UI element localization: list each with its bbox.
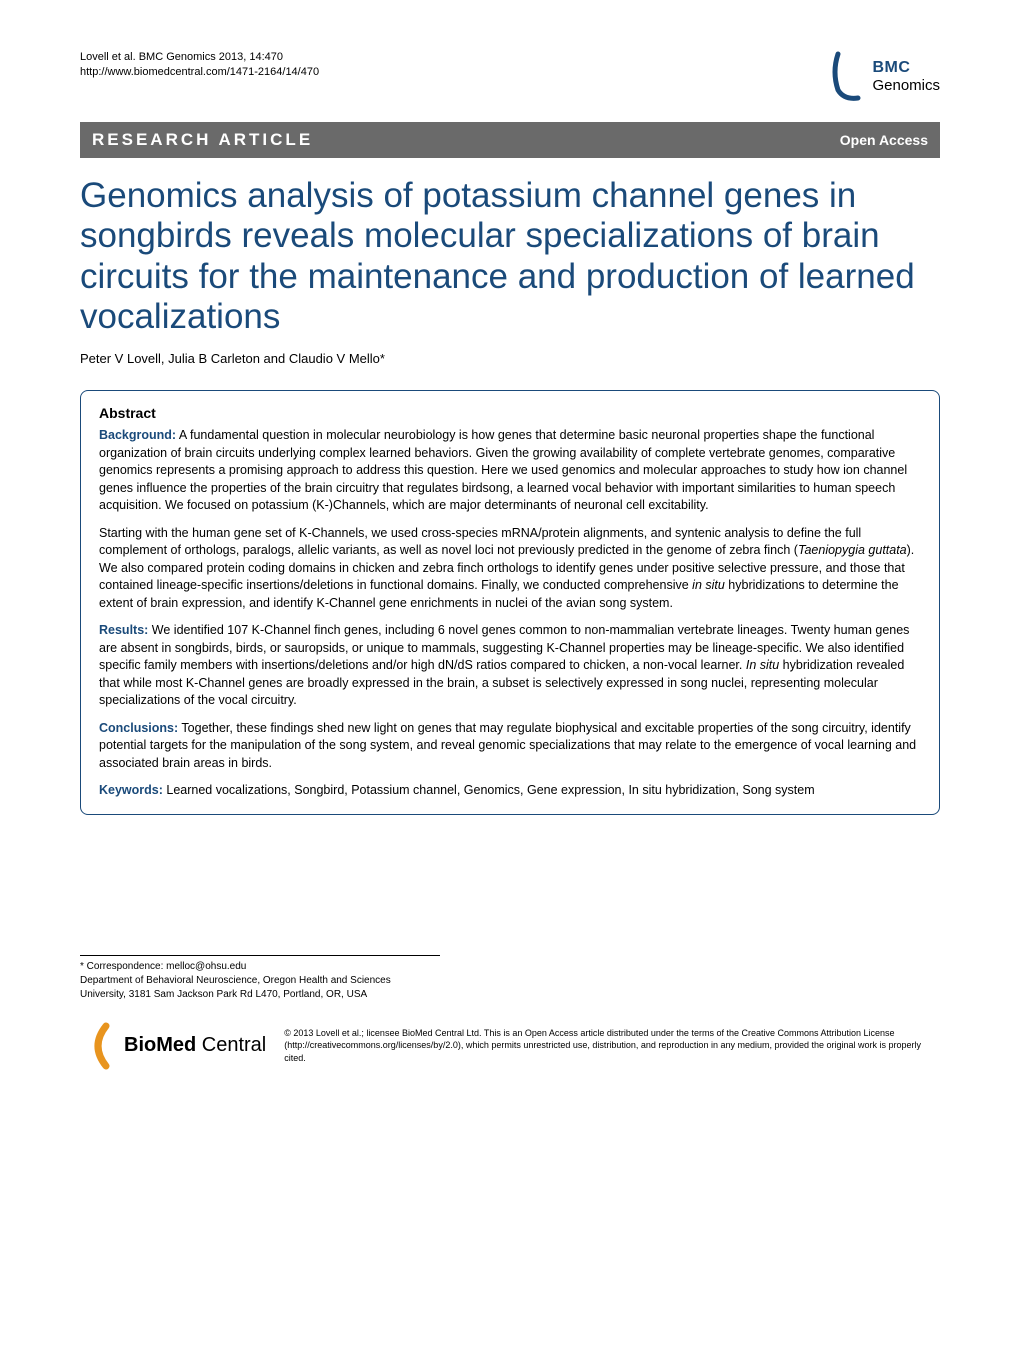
biomed-central: Central bbox=[196, 1034, 266, 1056]
bmc-logo-text: BMC Genomics bbox=[872, 59, 940, 94]
article-type-label: RESEARCH ARTICLE bbox=[92, 130, 313, 150]
correspondence-info: * Correspondence: melloc@ohsu.edu Depart… bbox=[80, 960, 940, 1002]
biomed-bold: BioMed bbox=[124, 1034, 196, 1056]
journal-name: Genomics bbox=[872, 77, 940, 94]
correspondence-email: * Correspondence: melloc@ohsu.edu bbox=[80, 960, 940, 974]
citation-line: Lovell et al. BMC Genomics 2013, 14:470 bbox=[80, 50, 319, 65]
footer-divider bbox=[80, 955, 440, 956]
correspondence-address: University, 3181 Sam Jackson Park Rd L47… bbox=[80, 988, 940, 1002]
bmc-label: BMC bbox=[872, 59, 940, 77]
citation-url: http://www.biomedcentral.com/1471-2164/1… bbox=[80, 65, 319, 80]
abstract-keywords: Keywords: Learned vocalizations, Songbir… bbox=[99, 782, 921, 800]
footer-bottom: BioMed Central © 2013 Lovell et al.; lic… bbox=[80, 1022, 940, 1070]
keywords-text: Learned vocalizations, Songbird, Potassi… bbox=[163, 783, 815, 797]
page-footer: * Correspondence: melloc@ohsu.edu Depart… bbox=[80, 955, 940, 1070]
abstract-heading: Abstract bbox=[99, 405, 921, 421]
authors-list: Peter V Lovell, Julia B Carleton and Cla… bbox=[80, 351, 940, 366]
abstract-results: Results: We identified 107 K-Channel fin… bbox=[99, 622, 921, 710]
abstract-box: Abstract Background: A fundamental quest… bbox=[80, 390, 940, 815]
biomed-paren-icon bbox=[80, 1022, 120, 1070]
results-label: Results: bbox=[99, 623, 148, 637]
copyright-text: © 2013 Lovell et al.; licensee BioMed Ce… bbox=[284, 1027, 940, 1065]
keywords-label: Keywords: bbox=[99, 783, 163, 797]
conclusions-label: Conclusions: bbox=[99, 721, 178, 735]
abstract-background-p2: Starting with the human gene set of K-Ch… bbox=[99, 525, 921, 613]
biomed-text: BioMed Central bbox=[124, 1034, 266, 1057]
abstract-background-p1: Background: A fundamental question in mo… bbox=[99, 427, 921, 515]
bmc-logo: BMC Genomics bbox=[830, 50, 940, 102]
background-text-p1: A fundamental question in molecular neur… bbox=[99, 428, 907, 512]
article-title: Genomics analysis of potassium channel g… bbox=[80, 176, 940, 337]
background-label: Background: bbox=[99, 428, 176, 442]
biomed-central-logo: BioMed Central bbox=[80, 1022, 266, 1070]
correspondence-dept: Department of Behavioral Neuroscience, O… bbox=[80, 974, 940, 988]
abstract-conclusions: Conclusions: Together, these findings sh… bbox=[99, 720, 921, 773]
in-situ-term: in situ bbox=[692, 578, 725, 592]
page-header: Lovell et al. BMC Genomics 2013, 14:470 … bbox=[80, 50, 940, 102]
article-type-bar: RESEARCH ARTICLE Open Access bbox=[80, 122, 940, 158]
conclusions-text: Together, these findings shed new light … bbox=[99, 721, 916, 770]
species-name: Taeniopygia guttata bbox=[798, 543, 907, 557]
bmc-swoosh-icon bbox=[830, 50, 868, 102]
background-p2-pre: Starting with the human gene set of K-Ch… bbox=[99, 526, 861, 558]
open-access-label: Open Access bbox=[840, 132, 928, 148]
citation-info: Lovell et al. BMC Genomics 2013, 14:470 … bbox=[80, 50, 319, 81]
in-situ-term-2: In situ bbox=[746, 658, 779, 672]
